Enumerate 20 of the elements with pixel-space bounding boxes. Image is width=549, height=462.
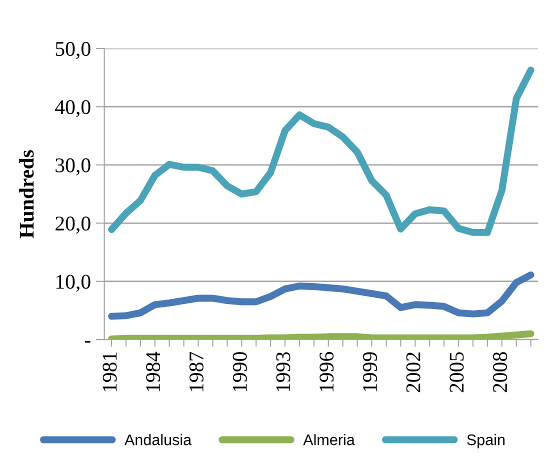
y-axis-title: Hundreds xyxy=(19,150,34,238)
y-tick-label: 50,0 xyxy=(56,42,90,59)
y-tick-label: 30,0 xyxy=(56,158,90,176)
x-tick-label: 1990 xyxy=(232,352,247,392)
x-tick-label: 2005 xyxy=(450,352,464,392)
y-tick-label: 10,0 xyxy=(56,274,90,292)
x-tick-label: 1999 xyxy=(362,352,377,392)
legend-label: Spain xyxy=(467,434,504,448)
x-tick-label: 2008 xyxy=(493,352,508,392)
y-tick-label: 40,0 xyxy=(55,100,90,118)
x-tick-label: 2002 xyxy=(406,352,420,392)
x-tick-label: 1984 xyxy=(146,352,160,392)
y-tick-label: - xyxy=(84,341,90,343)
legend-label: Andalusia xyxy=(124,434,192,446)
x-tick-label: 1996 xyxy=(320,352,334,392)
x-tick-label: 1981 xyxy=(102,352,117,392)
x-tick-label: 1993 xyxy=(276,352,290,392)
y-tick-label: 20,0 xyxy=(56,216,90,234)
legend-label: Almeria xyxy=(303,434,355,446)
x-tick-label: 1987 xyxy=(189,352,204,392)
